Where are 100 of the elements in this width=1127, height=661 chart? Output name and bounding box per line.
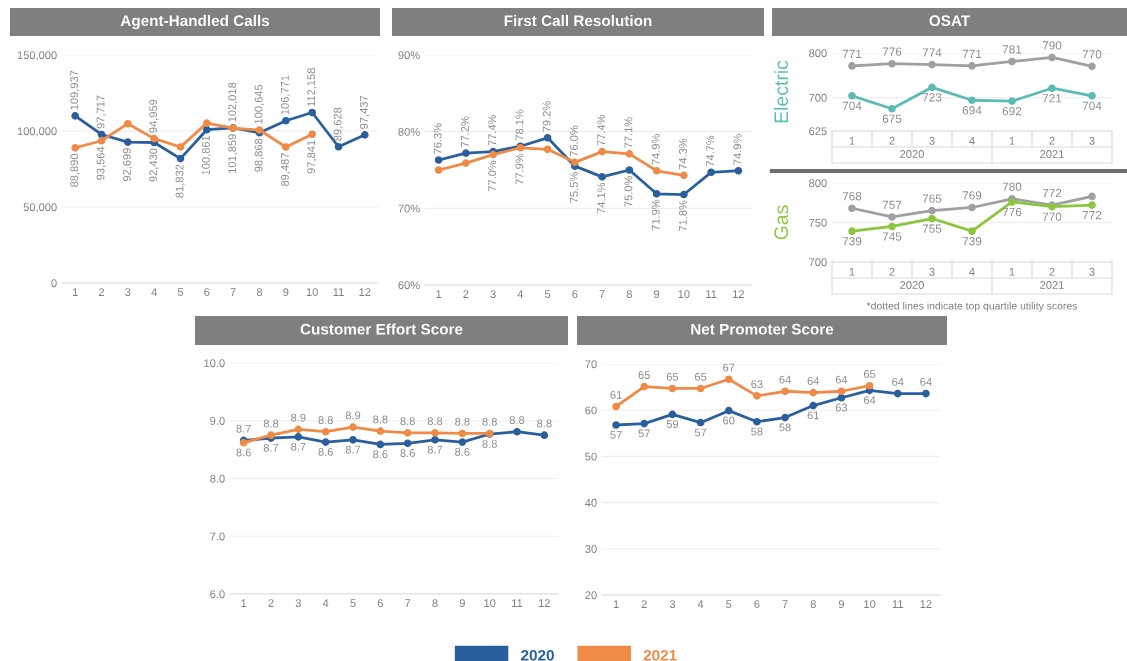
data-label: 67 [723, 363, 735, 372]
data-label: 8.8 [263, 419, 279, 428]
data-label: 76.0% [569, 125, 578, 157]
x-tick-label: 12 [359, 288, 371, 296]
data-label: 771 [962, 49, 982, 58]
data-label: 75.5% [570, 172, 578, 203]
legend-label: 2021 [643, 649, 677, 661]
x-tick-label: 6 [572, 290, 578, 299]
x-tick-label: 8 [432, 599, 438, 608]
x-tick-label: 4 [151, 288, 157, 296]
x-tick-label: 11 [512, 599, 523, 607]
text: 2021 [1040, 150, 1064, 158]
x-tick-label: 11 [706, 290, 717, 298]
data-label: 112,158 [307, 68, 317, 107]
chart-title: Agent-Handled Calls [120, 14, 270, 30]
x-tick-label: 3 [929, 267, 935, 276]
x-tick-label: 3 [490, 290, 496, 299]
data-label: 58 [779, 423, 791, 432]
data-label: 64 [779, 375, 791, 384]
data-label: 58 [751, 427, 763, 436]
data-label: 8.7 [427, 445, 443, 454]
data-label: 81,832 [175, 164, 185, 198]
data-label: 106,771 [280, 75, 291, 115]
x-tick-label: 9 [283, 288, 289, 297]
data-label: 694 [962, 106, 982, 115]
x-tick-label: 11 [333, 288, 344, 296]
y-tick-label: 7.0 [210, 532, 225, 541]
y-tick-label: 80% [398, 127, 420, 136]
y-tick-label: 6.0 [210, 590, 225, 599]
data-label: 723 [922, 93, 942, 102]
legend-label: 2020 [521, 649, 554, 661]
data-label: 100,645 [254, 84, 264, 124]
data-label: 8.8 [455, 417, 470, 426]
data-label: 102,018 [228, 82, 238, 122]
data-label: 65 [638, 371, 650, 379]
data-label: 57 [638, 429, 650, 438]
x-tick-label: 12 [539, 599, 550, 607]
y-tick-label: 50,000 [23, 203, 57, 213]
data-label: 8.6 [373, 450, 388, 459]
x-tick-label: 6 [204, 288, 210, 297]
data-label: 692 [1002, 107, 1022, 116]
data-label: 93,564 [96, 146, 106, 180]
data-label: 61 [610, 390, 622, 399]
data-label: 8.7 [291, 442, 306, 451]
x-tick-label: 10 [306, 288, 318, 297]
y-tick-label: 700 [809, 258, 827, 267]
data-label: 77.2% [460, 116, 469, 148]
x-tick-label: 3 [125, 288, 131, 297]
x-tick-label: 9 [838, 600, 844, 609]
y-tick-label: 60 [585, 406, 597, 415]
x-tick-label: 7 [782, 600, 788, 608]
data-label: 61 [807, 411, 819, 420]
data-label: 8.7 [345, 445, 361, 454]
data-label: 77.4% [488, 114, 497, 146]
data-label: 88,890 [70, 153, 80, 187]
data-label: 765 [922, 194, 942, 203]
x-tick-label: 5 [350, 599, 356, 608]
x-tick-label: 2 [98, 288, 105, 296]
x-tick-label: 4 [969, 267, 975, 276]
data-label: 98,868 [254, 138, 264, 172]
x-tick-label: 1 [849, 136, 855, 145]
data-label: 770 [1082, 50, 1102, 59]
data-label: 100,861 [201, 135, 212, 175]
data-label: 97,437 [359, 95, 370, 129]
data-label: 790 [1042, 41, 1062, 50]
data-label: 92,430 [149, 148, 159, 182]
y-tick-label: 60% [398, 281, 420, 290]
x-tick-label: 9 [654, 290, 660, 299]
x-tick-label: 7 [405, 599, 411, 607]
data-label: 75.0% [624, 175, 633, 207]
data-label: 71.9% [651, 199, 660, 231]
data-label: 65 [694, 372, 707, 381]
x-tick-label: 2 [268, 599, 274, 607]
y-tick-label: 10.0 [204, 359, 225, 368]
chart-title: Net Promoter Score [691, 323, 834, 335]
x-tick-label: 2 [1049, 267, 1055, 276]
x-tick-label: 8 [626, 290, 632, 299]
data-label: 74.7% [706, 135, 715, 167]
data-label: 77.1% [624, 117, 633, 148]
y-tick-label: 700 [809, 93, 827, 102]
data-label: 772 [1042, 188, 1062, 198]
x-tick-label: 1 [613, 600, 619, 608]
x-tick-label: 3 [295, 599, 301, 608]
data-label: 757 [882, 200, 902, 210]
x-tick-label: 4 [969, 136, 975, 145]
x-tick-label: 1 [1009, 267, 1015, 276]
data-label: 64 [863, 396, 876, 405]
y-tick-label: 800 [809, 179, 827, 188]
data-label: 8.6 [318, 447, 333, 456]
data-label: 74.9% [651, 134, 660, 165]
x-tick-label: 1 [849, 267, 855, 276]
y-tick-label: 40 [585, 498, 597, 507]
data-label: 64 [807, 377, 820, 385]
data-label: 77.4% [597, 114, 606, 146]
data-label: 8.8 [400, 417, 415, 426]
x-tick-label: 8 [256, 288, 263, 297]
y-tick-label: 70 [585, 360, 597, 369]
data-label: 8.8 [482, 439, 497, 448]
text: 2021 [1040, 281, 1064, 289]
data-label: 745 [882, 232, 902, 241]
